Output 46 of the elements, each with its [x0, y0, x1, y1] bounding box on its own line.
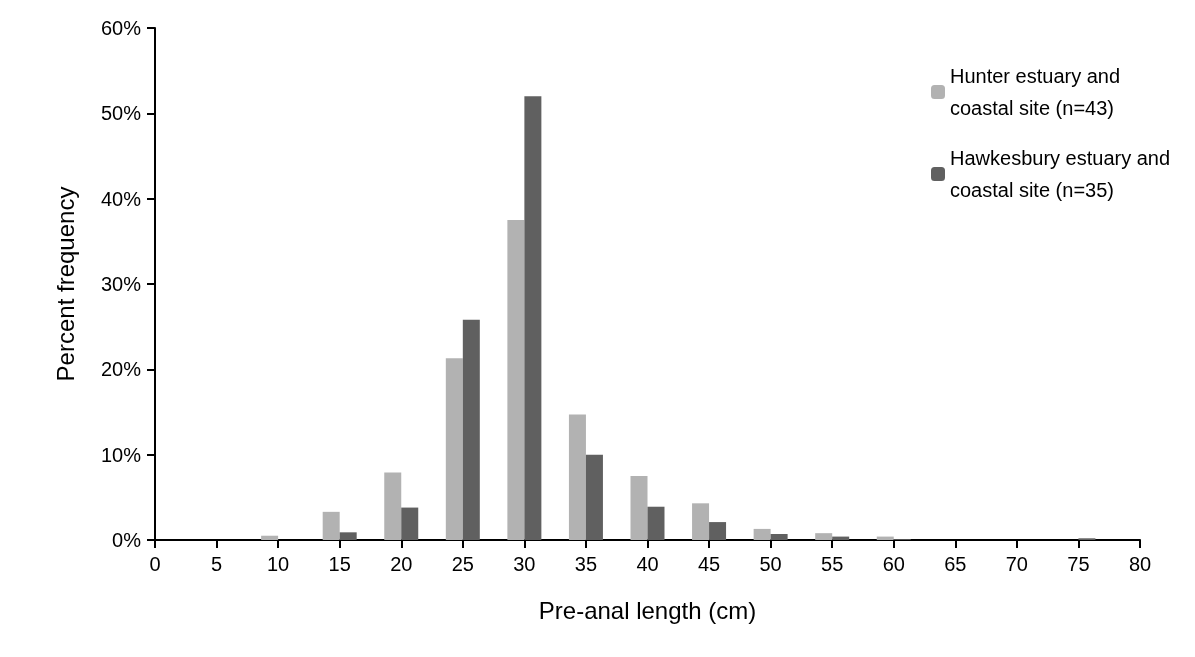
- y-tick-label: 10%: [100, 443, 142, 466]
- y-tick-label: 0%: [112, 529, 142, 551]
- legend-label: Hunter estuary and coastal site (n=43): [950, 65, 1126, 119]
- y-axis-title: Percent frequency: [51, 186, 79, 382]
- x-tick-label: 30: [513, 553, 536, 575]
- x-tick-label: 0: [149, 553, 161, 575]
- bar: [462, 319, 480, 540]
- bar: [261, 535, 279, 540]
- x-tick-label: 10: [267, 553, 290, 575]
- x-tick-label: 55: [821, 553, 844, 575]
- x-tick-label: 75: [1067, 553, 1090, 575]
- x-tick-label: 60: [882, 553, 905, 575]
- x-tick-label: 50: [759, 553, 782, 575]
- x-tick-label: 45: [697, 553, 721, 575]
- x-tick-label: 35: [574, 553, 598, 575]
- y-tick-label: 20%: [100, 358, 142, 381]
- bar: [770, 534, 788, 540]
- y-tick-label: 40%: [100, 187, 142, 210]
- bar: [647, 506, 665, 540]
- bar: [630, 476, 648, 540]
- x-tick-label: 40: [636, 553, 659, 575]
- bar: [585, 454, 603, 540]
- x-tick-label: 25: [451, 553, 474, 575]
- bar: [384, 472, 402, 540]
- bar: [339, 532, 357, 540]
- x-tick-label: 15: [328, 553, 351, 575]
- bar: [445, 358, 463, 540]
- y-tick-label: 50%: [100, 102, 142, 125]
- bar: [753, 528, 771, 540]
- bar: [709, 522, 727, 540]
- bar: [692, 503, 710, 540]
- x-axis-title: Pre-anal length (cm): [538, 596, 757, 624]
- bar: [524, 96, 542, 540]
- x-tick-label: 80: [1128, 553, 1152, 575]
- bar: [322, 511, 340, 540]
- x-tick-label: 70: [1005, 553, 1028, 575]
- bar: [401, 507, 419, 540]
- legend-label: Hawkesbury estuary and coastal site (n=35): [950, 147, 1176, 201]
- bar: [507, 220, 525, 540]
- y-tick-label: 30%: [100, 273, 142, 295]
- bar: [568, 414, 586, 540]
- y-tick-label: 60%: [100, 17, 142, 39]
- x-tick-label: 20: [390, 553, 413, 575]
- x-tick-label: 5: [211, 553, 223, 575]
- x-tick-label: 65: [944, 553, 967, 575]
- bar: [815, 533, 833, 540]
